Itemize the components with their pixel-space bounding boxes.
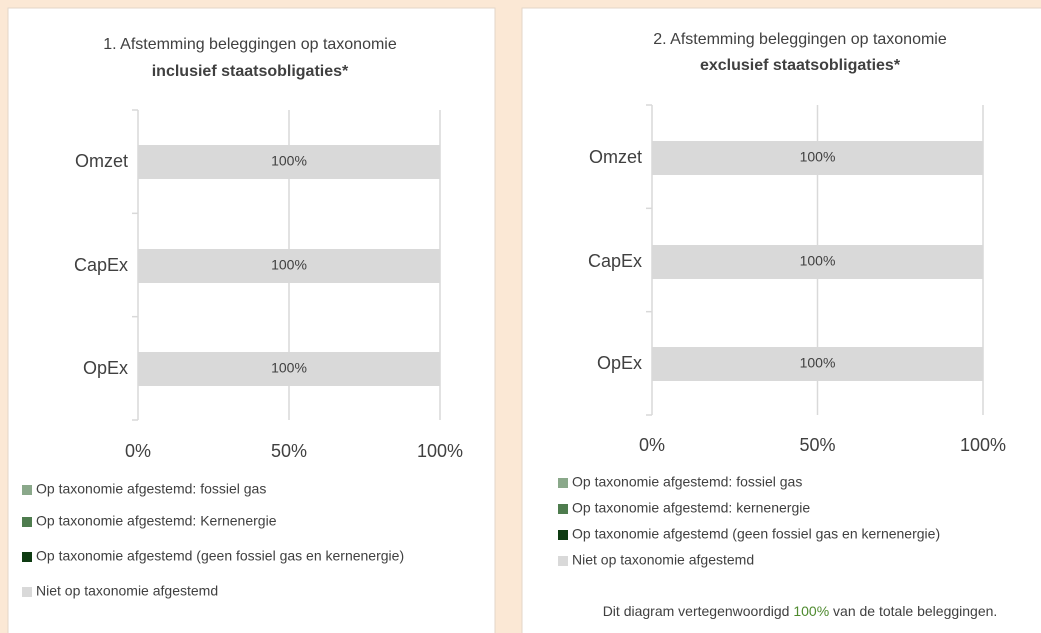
bar-segment (138, 249, 440, 283)
x-tick-label: 50% (799, 435, 835, 455)
data-label: 100% (800, 355, 836, 371)
chart-title: 1. Afstemming beleggingen op taxonomie (103, 36, 397, 53)
x-tick-label: 0% (125, 441, 151, 461)
y-tick-label: Omzet (75, 151, 128, 171)
bar-segment (652, 245, 983, 279)
legend-swatch (558, 478, 568, 488)
y-tick-label: Omzet (589, 147, 642, 167)
legend-label: Op taxonomie afgestemd (geen fossiel gas… (572, 526, 940, 542)
legend-swatch (22, 485, 32, 495)
data-label: 100% (800, 149, 836, 165)
footnote-value: 100% (793, 603, 829, 619)
chart-subtitle: inclusief staatsobligaties* (152, 63, 349, 80)
legend-label: Op taxonomie afgestemd (geen fossiel gas… (36, 548, 404, 564)
y-tick-label: OpEx (83, 358, 128, 378)
x-tick-label: 100% (417, 441, 463, 461)
legend-label: Op taxonomie afgestemd: fossiel gas (572, 474, 802, 490)
legend-swatch (558, 504, 568, 514)
footnote-text: van de totale beleggingen. (833, 603, 997, 619)
y-tick-label: CapEx (74, 255, 128, 275)
legend-label: Niet op taxonomie afgestemd (572, 552, 754, 568)
data-label: 100% (800, 253, 836, 269)
x-tick-label: 50% (271, 441, 307, 461)
legend-label: Op taxonomie afgestemd: Kernenergie (36, 513, 277, 529)
data-label: 100% (271, 360, 307, 376)
chart-subtitle: exclusief staatsobligaties* (700, 57, 901, 74)
footnote-text: Dit diagram vertegenwoordigd (603, 603, 790, 619)
legend-swatch (558, 556, 568, 566)
bar-segment (652, 141, 983, 175)
legend-swatch (22, 552, 32, 562)
x-tick-label: 0% (639, 435, 665, 455)
footnote: Dit diagram vertegenwoordigd 100% van de… (603, 603, 998, 619)
y-tick-label: OpEx (597, 353, 642, 373)
x-tick-label: 100% (960, 435, 1006, 455)
data-label: 100% (271, 153, 307, 169)
bar-segment (138, 145, 440, 179)
legend-label: Op taxonomie afgestemd: kernenergie (572, 500, 810, 516)
legend-swatch (22, 587, 32, 597)
panel (7, 7, 496, 633)
legend-label: Op taxonomie afgestemd: fossiel gas (36, 481, 266, 497)
data-label: 100% (271, 257, 307, 273)
panel (521, 7, 1041, 633)
legend-swatch (22, 517, 32, 527)
legend-swatch (558, 530, 568, 540)
bar-segment (138, 352, 440, 386)
y-tick-label: CapEx (588, 251, 642, 271)
chart-title: 2. Afstemming beleggingen op taxonomie (653, 31, 947, 48)
bar-segment (652, 347, 983, 381)
legend-label: Niet op taxonomie afgestemd (36, 583, 218, 599)
